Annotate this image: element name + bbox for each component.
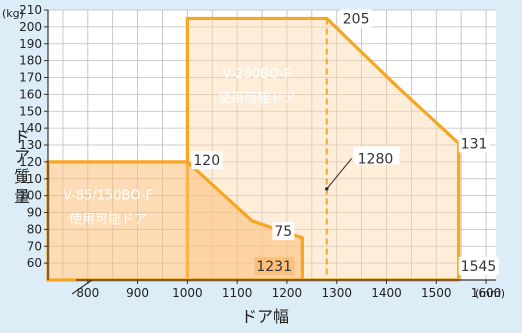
region-label-usable: 使用可能ドア	[218, 90, 296, 106]
x-tick-label: 1200	[272, 286, 303, 300]
annotation-bg	[272, 222, 295, 241]
x-tick-label: 900	[126, 286, 149, 300]
y-tick-label: 190	[19, 37, 42, 51]
annotation-1280: 1280	[358, 152, 394, 168]
y-tick-label: 60	[27, 256, 42, 270]
x-tick-label: 1600	[471, 286, 502, 300]
x-unit-label: (mm)	[475, 287, 505, 300]
axes: 60 70 80 90 100 110 120 130 140 150 160 170 180 190 20…	[19, 3, 501, 300]
y-tick-label: 120	[19, 155, 42, 169]
annotation-120: 120	[193, 153, 220, 169]
y-tick-label: 140	[19, 121, 42, 135]
x-axis-title: ドア幅	[241, 307, 289, 326]
region-label-model: V-250BO-F	[223, 67, 292, 82]
annotation-bg	[254, 256, 295, 275]
region-label-model: V-85/150BO-F	[63, 189, 153, 204]
annotation-1231: 1231	[256, 259, 292, 275]
capacity-regions	[46, 16, 461, 282]
y-tick-label: 110	[19, 172, 42, 186]
y-axis-title: ドア質量	[14, 127, 30, 206]
annotation-bg	[353, 146, 400, 165]
x-tick-label: 1100	[222, 286, 253, 300]
annotation-1545: 1545	[461, 259, 497, 275]
y-tick-label: 170	[19, 71, 42, 85]
y-tick-label: 210	[19, 3, 42, 17]
y-tick-label: 80	[27, 222, 42, 236]
y-tick-label: 70	[27, 239, 42, 253]
y-tick-label: 90	[27, 206, 42, 220]
y-tick-label: 160	[19, 87, 42, 101]
labels: (kg) (mm) ドア幅 ドア質量 V-85/150BO-F 使用可能ドア V-250BO…	[2, 7, 505, 326]
annotation-bg	[458, 256, 499, 275]
y-tick-label: 200	[19, 20, 42, 34]
y-unit-label: (kg)	[2, 7, 24, 20]
region-label-usable: 使用可能ドア	[69, 211, 147, 227]
x-tick-label: 1000	[172, 286, 203, 300]
annotation-205: 205	[343, 11, 370, 27]
callout-leader	[326, 158, 353, 190]
annotation-bg	[340, 9, 372, 28]
axis-break	[71, 279, 93, 295]
callout-dot	[324, 187, 329, 191]
x-tick-label: 800	[76, 286, 99, 300]
annotation-bg	[458, 134, 490, 153]
annotation-bg	[191, 151, 223, 170]
y-tick-label: 150	[19, 104, 42, 118]
y-tick-label: 130	[19, 138, 42, 152]
x-tick-label: 1500	[421, 286, 452, 300]
annotation-75: 75	[274, 224, 292, 240]
y-tick-label: 180	[19, 54, 42, 68]
y-tick-label: 100	[19, 189, 42, 203]
annotation-131: 131	[461, 136, 488, 152]
x-tick-label: 1300	[321, 286, 352, 300]
x-tick-label: 1400	[371, 286, 402, 300]
